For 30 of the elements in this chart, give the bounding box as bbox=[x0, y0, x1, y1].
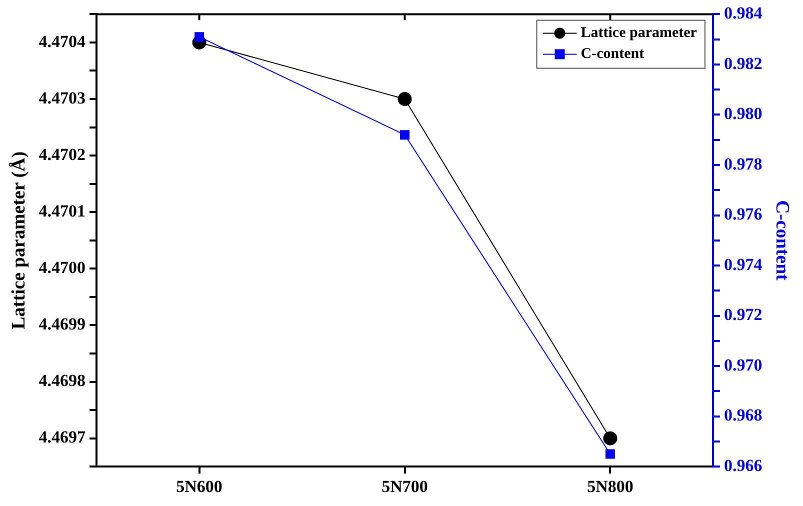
x-tick-label: 5N700 bbox=[382, 477, 428, 496]
point bbox=[194, 32, 204, 42]
y2-axis-title: C-content bbox=[772, 200, 793, 282]
point bbox=[605, 449, 615, 459]
x-tick-label: 5N600 bbox=[176, 477, 222, 496]
y2-tick-label: 0.972 bbox=[724, 305, 762, 324]
y-tick-label: 4.4700 bbox=[38, 258, 86, 278]
x-tick-label: 5N800 bbox=[587, 477, 634, 496]
y-tick-label: 4.4698 bbox=[38, 371, 86, 390]
y-tick-label: 4.4704 bbox=[38, 32, 86, 51]
y2-tick-label: 0.968 bbox=[724, 406, 762, 425]
y-tick-label: 4.4703 bbox=[38, 88, 86, 108]
y2-tick-label: 0.982 bbox=[724, 54, 762, 73]
y-tick-label: 4.4701 bbox=[38, 202, 86, 221]
point bbox=[603, 431, 618, 446]
y-tick-label: 4.4699 bbox=[38, 314, 86, 334]
y2-tick-label: 0.976 bbox=[724, 204, 762, 224]
y2-tick-label: 0.978 bbox=[724, 154, 762, 174]
y2-tick-label: 0.966 bbox=[724, 456, 762, 475]
y-axis-title: Lattice parameter (Å) bbox=[8, 151, 30, 330]
point bbox=[400, 130, 410, 140]
legend-label: C-content bbox=[580, 46, 644, 62]
y2-tick-label: 0.970 bbox=[724, 355, 762, 374]
y2-tick-label: 0.980 bbox=[724, 104, 762, 124]
legend-label: Lattice parameter bbox=[580, 25, 698, 42]
y-tick-label: 4.4702 bbox=[38, 144, 86, 164]
y2-tick-label: 0.974 bbox=[724, 254, 763, 274]
point bbox=[398, 92, 412, 106]
y-tick-label: 4.4697 bbox=[38, 428, 86, 447]
y2-tick-label: 0.984 bbox=[724, 4, 763, 23]
